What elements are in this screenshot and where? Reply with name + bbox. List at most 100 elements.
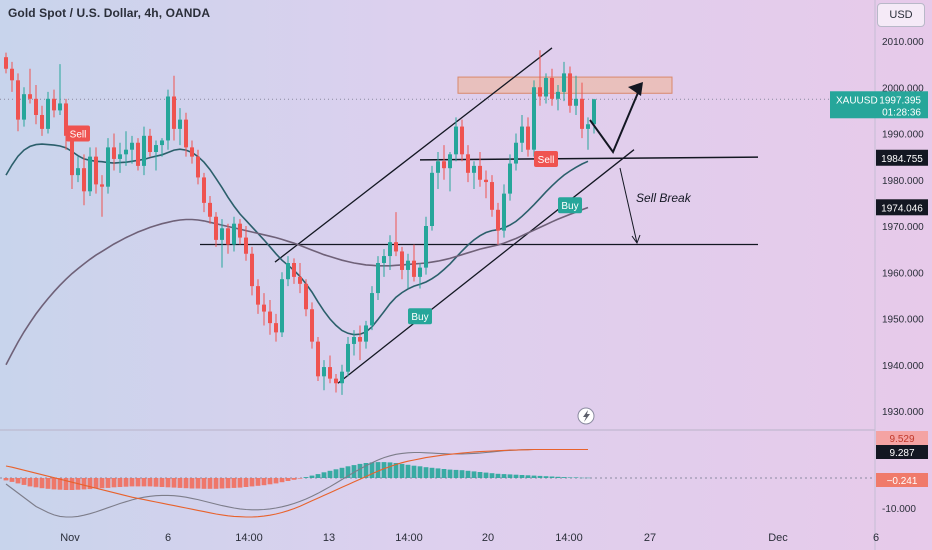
time-tick-label: 27 xyxy=(644,532,656,544)
indicator-histogram-bar xyxy=(327,470,333,478)
candle-body xyxy=(472,165,476,173)
indicator-histogram-bar xyxy=(585,477,591,479)
candle xyxy=(370,286,374,331)
indicator-histogram-bar xyxy=(93,478,99,489)
candle xyxy=(28,68,32,104)
indicator-histogram-bar xyxy=(537,475,543,478)
indicator-histogram-bar xyxy=(219,478,225,489)
indicator-histogram-bar xyxy=(567,477,573,478)
candle-body xyxy=(178,119,182,129)
candle-body xyxy=(328,367,332,379)
candle xyxy=(556,84,560,111)
candle xyxy=(346,337,350,377)
candle-body xyxy=(184,119,188,148)
indicator-histogram-bar xyxy=(141,478,147,487)
candle xyxy=(76,156,80,183)
candle-body xyxy=(58,103,62,111)
candle-body xyxy=(562,73,566,92)
candle-body xyxy=(16,80,20,120)
candle-body xyxy=(226,228,230,245)
candle xyxy=(364,320,368,349)
indicator-histogram-bar xyxy=(405,464,411,478)
indicator-histogram-bar xyxy=(321,472,327,478)
candle xyxy=(466,145,470,183)
candle-body xyxy=(352,337,356,344)
indicator-histogram-bar xyxy=(345,466,351,478)
indicator-histogram-bar xyxy=(315,474,321,478)
candle-body xyxy=(22,94,26,120)
sell-signal-bg xyxy=(534,150,558,167)
indicator-badge-label: −0.241 xyxy=(887,476,918,487)
candle-body xyxy=(160,140,164,146)
candle-body xyxy=(262,304,266,312)
indicator-badge xyxy=(876,473,928,487)
time-tick-label: 6 xyxy=(873,532,879,544)
indicator-histogram-bar xyxy=(99,478,105,489)
indicator-histogram-bar xyxy=(267,478,273,485)
buy-signal: Buy xyxy=(408,308,432,325)
candle-body xyxy=(214,216,218,240)
indicator-histogram-bar xyxy=(21,478,27,485)
indicator-histogram-bar xyxy=(357,463,363,478)
candle xyxy=(82,154,86,206)
candle-body xyxy=(364,325,368,342)
candle xyxy=(526,117,530,157)
candle-body xyxy=(304,283,308,310)
indicator-histogram-bar xyxy=(177,478,183,488)
indicator-badge-label: 9.529 xyxy=(889,434,914,445)
indicator-histogram-bar xyxy=(303,477,309,478)
last-price-label: 1997.395 xyxy=(879,95,921,106)
indicator-histogram-bar xyxy=(213,478,219,489)
sell-signal: Sell xyxy=(534,150,558,167)
time-tick-label: 20 xyxy=(482,532,494,544)
candle-body xyxy=(268,311,272,324)
candle xyxy=(112,133,116,171)
candle-body xyxy=(172,96,176,129)
indicator-histogram-bar xyxy=(435,468,441,478)
indicator-histogram-bar xyxy=(513,474,519,478)
candle-body xyxy=(100,184,104,187)
indicator-histogram-bar xyxy=(129,478,135,487)
candle xyxy=(454,117,458,162)
indicator-histogram-bar xyxy=(225,478,231,489)
candle-body xyxy=(406,260,410,270)
indicator-histogram-bar xyxy=(183,478,189,489)
indicator-histogram-bar xyxy=(9,478,15,482)
candle xyxy=(232,216,236,252)
candle-body xyxy=(448,154,452,169)
candle-body xyxy=(532,87,536,150)
candle-body xyxy=(460,126,464,155)
candle-body xyxy=(106,147,110,187)
price-tick-label: 1990.000 xyxy=(882,130,924,141)
candle-body xyxy=(280,279,284,333)
candle-body xyxy=(346,343,350,372)
candle xyxy=(316,337,320,381)
price-badge xyxy=(876,149,928,166)
indicator-line-2 xyxy=(5,448,588,518)
indicator-histogram-bar xyxy=(147,478,153,487)
candle-body xyxy=(166,96,170,141)
indicator-histogram-bar xyxy=(549,476,555,478)
candle-body xyxy=(4,57,8,69)
indicator-histogram-bar xyxy=(69,478,75,490)
indicator-histogram-bar xyxy=(285,478,291,481)
price-tick-label: 1970.000 xyxy=(882,222,924,233)
candle xyxy=(502,184,506,238)
indicator-histogram-bar xyxy=(15,478,21,484)
symbol-badge xyxy=(830,91,928,119)
indicator-histogram-bar xyxy=(525,475,531,478)
lightning-icon[interactable] xyxy=(577,407,595,425)
indicator-histogram-bar xyxy=(3,478,9,481)
indicator-histogram-bar xyxy=(195,478,201,489)
candle-body xyxy=(388,242,392,257)
candle xyxy=(574,75,578,115)
indicator-histogram-bar xyxy=(39,478,45,489)
candle xyxy=(250,246,254,296)
indicator-histogram-bar xyxy=(33,478,39,488)
indicator-histogram-bar xyxy=(51,478,57,490)
candle-body xyxy=(514,142,518,164)
candle xyxy=(520,115,524,152)
currency-button[interactable]: USD xyxy=(877,3,925,27)
price-tick-label: 1960.000 xyxy=(882,268,924,279)
